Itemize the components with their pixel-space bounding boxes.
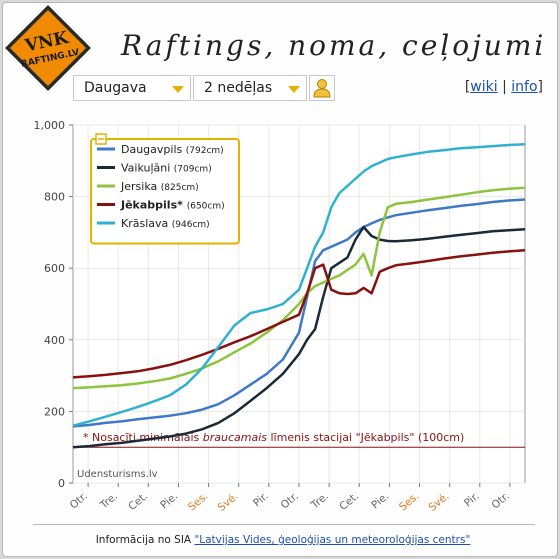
bracket-open: [ (464, 79, 471, 95)
water-level-chart-container: 0 200 400 600 800 1,000 Otr. Tre. Cet. Pie. Ses. Sv… (33, 111, 543, 514)
chevron-down-icon (288, 86, 300, 93)
x-tick-label: Ses. (186, 490, 211, 511)
threshold-label-part: līmenis stacijai "Jēkabpils" (100cm) (267, 431, 464, 444)
legend-box (90, 138, 240, 245)
x-tick-label: Pir. (462, 490, 482, 509)
legend-entry: Jersika (825cm) (120, 180, 199, 193)
bracket-close: ] (537, 79, 543, 95)
x-tick-label: Tre. (308, 490, 331, 511)
chevron-down-icon (172, 86, 184, 93)
threshold-label-part: * (83, 431, 92, 444)
x-tick-label: Cet. (337, 490, 361, 511)
series-line-jekabpils (72, 249, 526, 379)
y-tick-label: 400 (44, 334, 65, 347)
x-tick-label: Cet. (126, 490, 150, 511)
site-title: Raftings, noma, ceļojumi (121, 29, 547, 62)
x-tick-label: Pie. (158, 490, 180, 511)
legend-entry: Vaikuļāni (709cm) (121, 162, 212, 175)
legend-entry: Jēkabpils* (650cm) (120, 199, 225, 212)
vnk-logo[interactable]: VNK RAFTING.LV (3, 3, 93, 93)
period-select-value: 2 nedēļas (204, 80, 273, 96)
y-tick-label: 800 (44, 191, 65, 204)
user-button[interactable] (309, 75, 335, 101)
y-tick-label: 200 (44, 405, 65, 418)
x-tick-label: Své. (216, 490, 241, 511)
y-tick-label: 0 (58, 477, 65, 490)
y-tick-label: 1,000 (34, 119, 66, 132)
threshold-label-part: braucamais (203, 431, 268, 444)
y-tick-label: 600 (44, 262, 65, 275)
x-tick-label: Pie. (369, 490, 391, 511)
watermark: Udensturisms.lv (77, 469, 158, 480)
legend-entry: Krāslava (946cm) (121, 217, 210, 230)
x-tick-label: Otr. (490, 490, 512, 511)
period-select[interactable]: 2 nedēļas (193, 75, 307, 101)
footer-source-text: Informācija no SIA (95, 534, 195, 546)
info-link[interactable]: info (511, 79, 538, 95)
x-tick-label: Otr. (68, 490, 90, 511)
user-icon (313, 79, 331, 98)
x-tick-label: Své. (427, 490, 452, 511)
legend-entry: Daugavpils (792cm) (121, 143, 224, 156)
link-separator: | (502, 79, 507, 95)
series-line-jersika (72, 186, 526, 390)
footer: Informācija no SIA "Latvijas Vides, ģeol… (3, 534, 560, 546)
x-tick-label: Pir. (251, 490, 271, 509)
series-line-kraslava (72, 143, 526, 427)
footer-source-link[interactable]: "Latvijas Vides, ģeoloģijas un meteorolo… (194, 534, 471, 546)
wiki-info-links: [wiki | info] (465, 79, 543, 95)
river-select-value: Daugava (84, 80, 147, 96)
river-select[interactable]: Daugava (73, 75, 191, 101)
series-line-daugavpils (72, 198, 526, 428)
footer-divider (33, 524, 535, 525)
series-line-vaikulani (72, 225, 526, 449)
toolbar: Daugava 2 nedēļas [wiki | info] (73, 75, 543, 103)
x-tick-label: Ses. (397, 490, 422, 511)
x-tick-label: Tre. (97, 490, 120, 511)
wiki-link[interactable]: wiki (470, 79, 498, 95)
x-tick-label: Otr. (279, 490, 301, 511)
threshold-label: * Nosacīti minimālais braucamais līmenis… (83, 431, 464, 444)
